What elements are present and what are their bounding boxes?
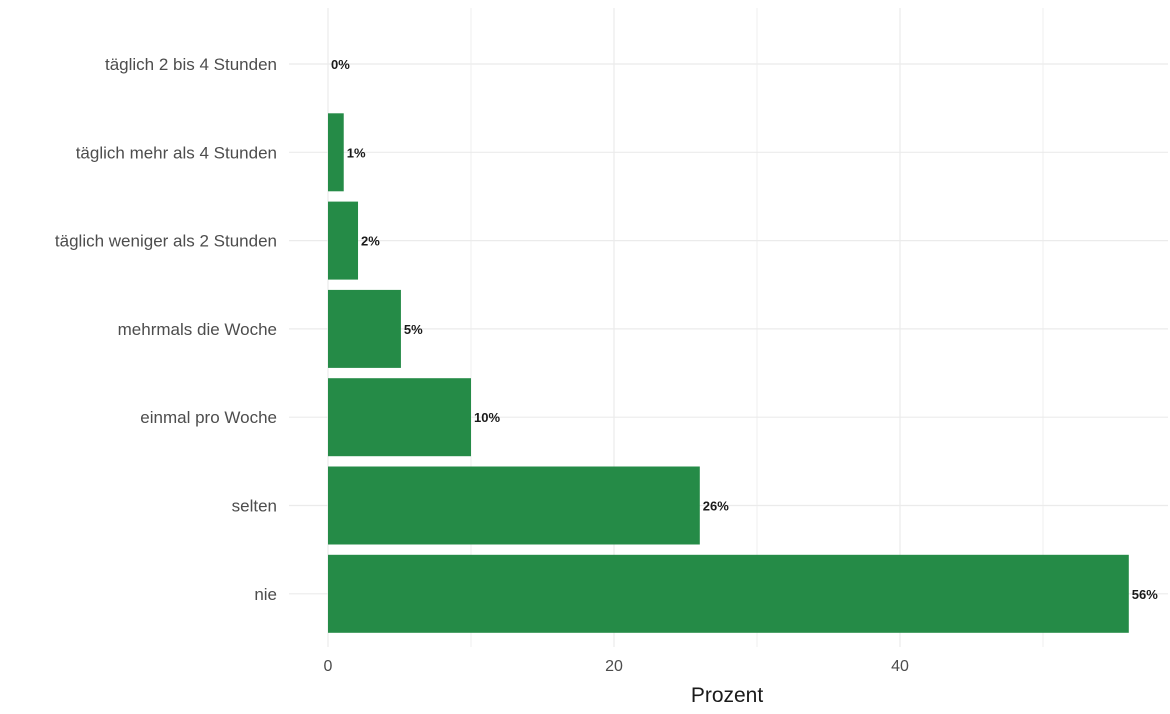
category-labels: täglich 2 bis 4 Stunden täglich mehr als …: [55, 55, 277, 604]
data-labels: 0% 1% 2% 5% 10% 26% 56%: [331, 57, 1158, 602]
bar: [328, 289, 401, 368]
bar: [328, 466, 700, 545]
category-label: täglich mehr als 4 Stunden: [76, 143, 277, 162]
bar: [328, 378, 471, 457]
x-tick-label: 20: [605, 658, 623, 675]
data-label: 1%: [347, 145, 366, 160]
data-label: 10%: [474, 410, 500, 425]
data-label: 0%: [331, 57, 350, 72]
x-axis-title: Prozent: [691, 684, 764, 707]
data-label: 2%: [361, 234, 380, 249]
x-tick-label: 0: [324, 658, 333, 675]
data-label: 26%: [703, 499, 729, 514]
x-tick-labels: 0 20 40: [324, 658, 909, 675]
data-label: 56%: [1132, 587, 1158, 602]
bars: [328, 113, 1129, 633]
category-label: selten: [232, 497, 277, 516]
bar: [328, 201, 359, 280]
bar: [328, 554, 1129, 633]
x-tick-label: 40: [891, 658, 909, 675]
category-label: täglich weniger als 2 Stunden: [55, 232, 277, 251]
data-label: 5%: [404, 322, 423, 337]
category-label: mehrmals die Woche: [118, 320, 277, 339]
category-label: nie: [254, 585, 277, 604]
category-label: täglich 2 bis 4 Stunden: [105, 55, 277, 74]
category-label: einmal pro Woche: [140, 408, 277, 427]
bar: [328, 113, 344, 192]
